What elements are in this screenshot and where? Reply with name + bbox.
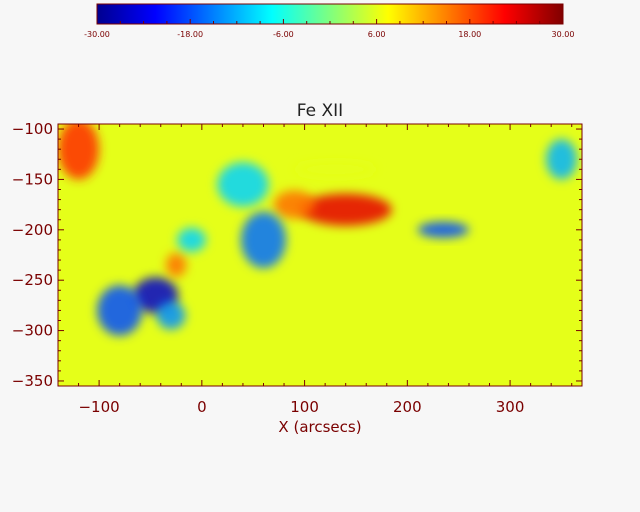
x-tick-label: 100 [290, 398, 319, 416]
x-tick-label: 200 [393, 398, 422, 416]
plot-frame [57, 123, 583, 387]
heatmap-feature [299, 193, 392, 226]
y-tick-label: −100 [12, 120, 53, 138]
colorbar-tick-label: -6.00 [273, 30, 294, 39]
heatmap-feature [546, 139, 577, 180]
x-tick-label: 0 [197, 398, 207, 416]
x-axis: −100 0 100 200 300 [57, 124, 573, 416]
y-tick-label: −300 [12, 322, 53, 340]
heatmap-feature [294, 161, 377, 178]
heatmap-feature [240, 211, 287, 269]
x-tick-label: −100 [78, 398, 119, 416]
heatmap-feature [58, 124, 100, 180]
heatmap-feature [273, 190, 315, 219]
x-tick-label: 300 [496, 398, 525, 416]
colorbar-ticks: -30.00 -18.00 -6.00 6.00 18.00 30.00 [84, 19, 574, 39]
heatmap-feature [156, 301, 186, 330]
colorbar-tick-label: -18.00 [177, 30, 203, 39]
colorbar-tick-label: -30.00 [84, 30, 110, 39]
heatmap-feature [97, 285, 143, 336]
heatmap-feature [165, 252, 187, 278]
heatmap-feature [417, 221, 469, 238]
y-tick-label: −200 [12, 221, 53, 239]
heatmap-feature [177, 227, 206, 252]
colorbar: -30.00 -18.00 -6.00 6.00 18.00 30.00 [84, 3, 574, 39]
y-tick-label: −350 [12, 372, 53, 390]
y-tick-label: −250 [12, 271, 53, 289]
x-axis-label: X (arcsecs) [278, 418, 361, 436]
y-tick-label: −150 [12, 170, 53, 188]
colorbar-tick-label: 30.00 [552, 30, 575, 39]
colorbar-tick-label: 18.00 [458, 30, 481, 39]
heatmap-area [58, 124, 582, 386]
heatmap-feature [217, 162, 269, 207]
colorbar-tick-label: 6.00 [368, 30, 386, 39]
chart-title: Fe XII [297, 101, 343, 121]
heatmap-features [58, 124, 577, 336]
y-axis: −100 −150 −200 −250 −300 −350 [12, 120, 582, 390]
